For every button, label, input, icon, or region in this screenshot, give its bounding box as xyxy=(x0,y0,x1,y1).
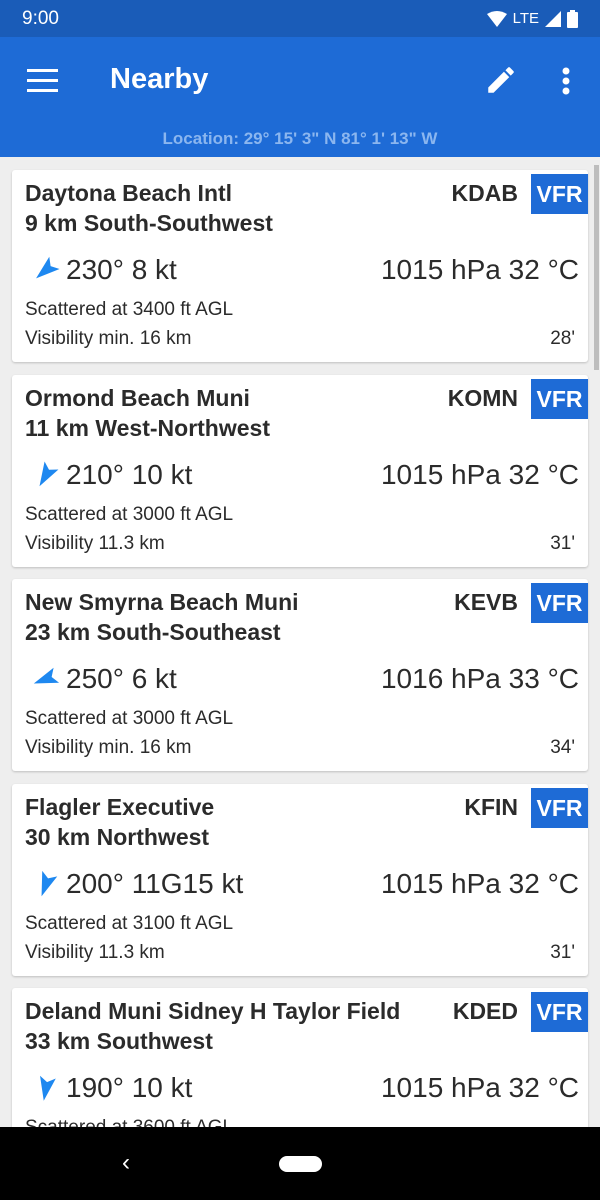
wind-arrow-icon xyxy=(36,256,60,279)
wind-arrow-icon xyxy=(39,460,59,486)
location-readout: Location: 29° 15' 3" N 81° 1' 13" W xyxy=(162,129,438,148)
wind-readout: 190° 10 kt xyxy=(66,1072,193,1103)
station-name: New Smyrna Beach Muni xyxy=(25,589,299,615)
station-card[interactable]: Flagler Executive 30 km Northwest KFIN V… xyxy=(12,783,588,976)
cloud-cover: Scattered at 3000 ft AGL xyxy=(25,708,234,729)
flight-category-badge: VFR xyxy=(531,583,588,623)
station-distance: 23 km South-Southeast xyxy=(25,619,281,645)
station-list[interactable]: Daytona Beach Intl 9 km South-Southwest … xyxy=(0,157,600,1127)
report-age: 31' xyxy=(550,941,575,963)
station-card[interactable]: Daytona Beach Intl 9 km South-Southwest … xyxy=(12,170,588,362)
visibility: Visibility min. 16 km xyxy=(25,737,192,758)
station-icao: KEVB xyxy=(454,589,518,615)
clock: 9:00 xyxy=(22,7,59,29)
station-distance: 9 km South-Southwest xyxy=(25,210,273,236)
status-bar: 9:00 LTE xyxy=(0,0,600,37)
station-card[interactable]: Ormond Beach Muni 11 km West-Northwest K… xyxy=(12,374,588,567)
visibility: Visibility 11.3 km xyxy=(25,532,165,554)
visibility: Visibility 11.3 km xyxy=(25,941,165,963)
visibility: Visibility min. 16 km xyxy=(25,328,192,349)
more-options-icon[interactable] xyxy=(552,65,580,97)
battery-icon xyxy=(567,9,578,28)
page-title: Nearby xyxy=(110,63,209,95)
wind-readout: 210° 10 kt xyxy=(66,458,193,490)
navigation-bar: ‹ xyxy=(0,1127,600,1200)
cloud-cover: Scattered at 3000 ft AGL xyxy=(25,503,234,525)
station-name: Deland Muni Sidney H Taylor Field xyxy=(25,998,401,1024)
station-card[interactable]: New Smyrna Beach Muni 23 km South-Southe… xyxy=(12,579,588,771)
wind-arrow-icon xyxy=(40,1075,56,1101)
flight-category-badge: VFR xyxy=(531,992,588,1032)
pressure-temperature: 1015 hPa 32 °C xyxy=(380,254,579,285)
pressure-temperature: 1016 hPa 33 °C xyxy=(380,663,579,694)
scrollbar[interactable] xyxy=(594,165,599,370)
wifi-icon xyxy=(486,10,507,27)
pressure-temperature: 1015 hPa 32 °C xyxy=(380,867,579,899)
wind-arrow-icon xyxy=(33,667,60,684)
menu-icon[interactable] xyxy=(27,69,58,93)
station-icao: KFIN xyxy=(464,793,518,820)
station-icao: KDED xyxy=(452,998,518,1024)
wind-readout: 230° 8 kt xyxy=(66,254,177,285)
flight-category-badge: VFR xyxy=(531,787,588,828)
station-distance: 30 km Northwest xyxy=(25,823,210,850)
station-name: Flagler Executive xyxy=(25,793,215,820)
cloud-cover: Scattered at 3100 ft AGL xyxy=(25,912,234,934)
wind-readout: 200° 11G15 kt xyxy=(66,867,244,899)
station-distance: 11 km West-Northwest xyxy=(25,414,270,441)
station-name: Ormond Beach Muni xyxy=(25,384,250,411)
cloud-cover: Scattered at 3400 ft AGL xyxy=(25,299,234,320)
station-card[interactable]: Deland Muni Sidney H Taylor Field 33 km … xyxy=(12,988,588,1127)
flight-category-badge: VFR xyxy=(531,378,588,419)
signal-icon xyxy=(545,10,561,27)
report-age: 34' xyxy=(550,737,575,758)
app-bar: Nearby Location: 29° 15' 3" N 81° 1' 13"… xyxy=(0,37,600,157)
cloud-cover: Scattered at 3600 ft AGL xyxy=(25,1117,233,1127)
home-button[interactable] xyxy=(279,1156,322,1172)
wind-arrow-icon xyxy=(41,870,58,896)
wind-readout: 250° 6 kt xyxy=(66,663,177,694)
back-icon[interactable]: ‹ xyxy=(122,1149,130,1176)
station-icao: KOMN xyxy=(447,384,518,411)
station-distance: 33 km Southwest xyxy=(25,1028,213,1054)
station-name: Daytona Beach Intl xyxy=(25,180,233,206)
station-icao: KDAB xyxy=(451,180,518,206)
pressure-temperature: 1015 hPa 32 °C xyxy=(380,458,579,490)
flight-category-badge: VFR xyxy=(531,174,588,214)
network-type: LTE xyxy=(512,10,539,27)
pressure-temperature: 1015 hPa 32 °C xyxy=(380,1072,579,1103)
edit-icon[interactable] xyxy=(484,63,518,97)
report-age: 28' xyxy=(550,328,575,349)
report-age: 31' xyxy=(550,532,575,554)
